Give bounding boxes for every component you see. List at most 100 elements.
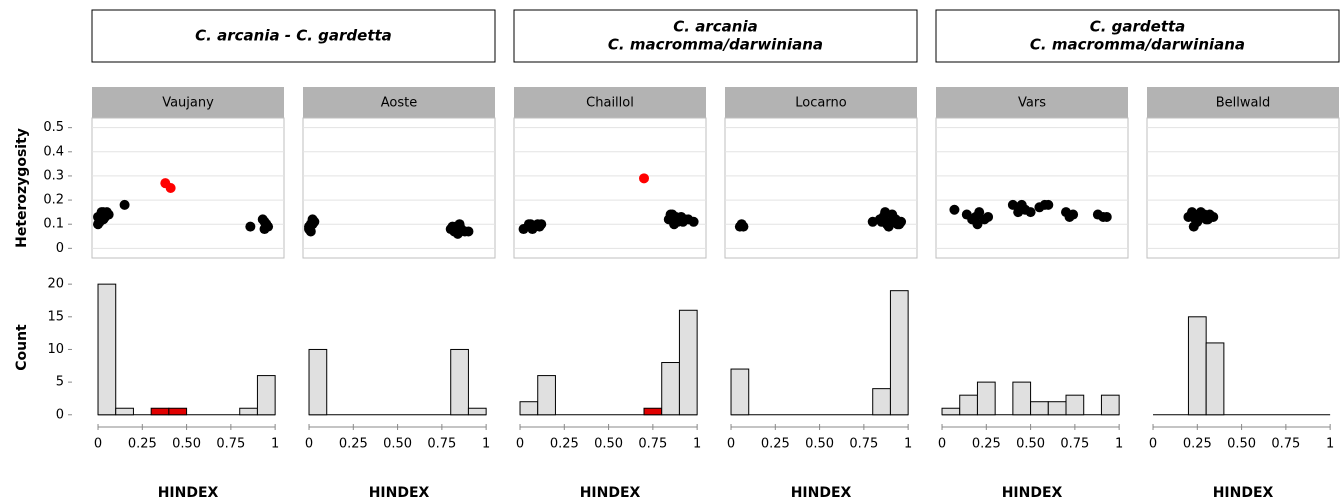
point <box>894 219 905 230</box>
bar <box>450 348 469 416</box>
point <box>1199 209 1210 220</box>
y-tick-label: 10 <box>47 342 64 357</box>
x-tick-label: 0.75 <box>638 437 667 452</box>
bar <box>519 401 539 416</box>
x-tick-label: 1 <box>1115 437 1123 452</box>
x-tick-label: 0.50 <box>383 437 412 452</box>
group-box <box>91 9 496 63</box>
x-tick-label: 0.25 <box>972 437 1001 452</box>
point <box>96 207 107 218</box>
bar <box>941 407 961 416</box>
x-tick-label: 1 <box>1326 437 1334 452</box>
x-tick-label: 0.25 <box>761 437 790 452</box>
y-tick-label: 0.2 <box>43 193 64 208</box>
point <box>1013 207 1024 218</box>
bar <box>1047 401 1067 416</box>
bar <box>1100 394 1120 416</box>
bar <box>256 375 276 416</box>
y-tick-label: 0 <box>56 241 64 256</box>
point <box>165 183 176 193</box>
point <box>679 214 690 225</box>
point <box>245 221 256 232</box>
group-box <box>513 9 918 63</box>
x-tick-label: 1 <box>482 437 490 452</box>
group-label: C. macromma/darwiniana <box>608 36 823 54</box>
x-axis-title: HINDEX <box>580 485 641 501</box>
bar <box>730 368 750 416</box>
point <box>883 221 894 232</box>
plot-area <box>935 117 1129 259</box>
y-axis-title: Count <box>14 324 30 371</box>
point <box>972 219 983 230</box>
point <box>1043 199 1054 210</box>
group-box <box>935 9 1340 63</box>
x-tick-label: 0.50 <box>1016 437 1045 452</box>
y-tick-label: 5 <box>56 375 64 390</box>
bar <box>678 309 698 416</box>
bar <box>467 407 487 416</box>
point <box>949 204 960 215</box>
group-label: C. gardetta <box>1090 18 1186 36</box>
facet-strip <box>1147 87 1339 118</box>
facet-title: Aoste <box>381 96 418 111</box>
point <box>738 221 749 232</box>
point <box>1101 211 1112 222</box>
bar <box>661 362 680 416</box>
plot-area <box>91 117 285 259</box>
point <box>876 216 887 227</box>
point <box>1025 207 1036 218</box>
facet-strip <box>303 87 495 118</box>
y-tick-label: 0.3 <box>43 168 64 183</box>
facet-strip <box>92 87 284 118</box>
x-tick-label: 0.75 <box>216 437 245 452</box>
point <box>261 219 272 230</box>
bar <box>643 407 663 416</box>
x-tick-label: 0.50 <box>805 437 834 452</box>
plot-area <box>724 117 918 259</box>
x-tick-label: 0.50 <box>1227 437 1256 452</box>
y-tick-label: 20 <box>47 277 64 292</box>
plot-area <box>302 117 496 259</box>
y-tick-label: 15 <box>47 309 64 324</box>
facet-title: Chaillol <box>586 96 634 111</box>
bar <box>537 375 556 416</box>
x-tick-label: 1 <box>693 437 701 452</box>
point <box>688 216 699 227</box>
plot-area <box>1146 117 1340 259</box>
y-tick-label: 0.4 <box>43 144 64 159</box>
bar <box>976 381 996 416</box>
x-tick-label: 0 <box>305 437 313 452</box>
x-axis-title: HINDEX <box>369 485 430 501</box>
x-tick-label: 0 <box>94 437 102 452</box>
bar <box>959 394 978 416</box>
x-tick-label: 0 <box>727 437 735 452</box>
x-tick-label: 0.75 <box>1271 437 1300 452</box>
bar <box>239 407 258 416</box>
point <box>523 219 534 230</box>
x-tick-label: 0.75 <box>849 437 878 452</box>
facet-strip <box>725 87 917 118</box>
point <box>454 221 465 232</box>
plot-area <box>513 117 707 259</box>
x-tick-label: 0.50 <box>172 437 201 452</box>
x-tick-label: 1 <box>271 437 279 452</box>
bar <box>872 388 891 416</box>
facet-title: Bellwald <box>1216 96 1271 111</box>
point <box>974 207 985 218</box>
point <box>1192 216 1203 227</box>
group-label: C. arcania <box>673 18 757 36</box>
bar <box>308 348 328 416</box>
group-label: C. arcania - C. gardetta <box>195 27 392 45</box>
bar <box>97 283 117 416</box>
x-axis-title: HINDEX <box>1213 485 1274 501</box>
x-tick-label: 0.25 <box>550 437 579 452</box>
bar <box>115 407 134 416</box>
x-tick-label: 0.25 <box>128 437 157 452</box>
bar <box>168 407 188 416</box>
facet-title: Locarno <box>795 96 846 111</box>
x-tick-label: 1 <box>904 437 912 452</box>
x-tick-label: 0.75 <box>1060 437 1089 452</box>
point <box>119 199 130 210</box>
